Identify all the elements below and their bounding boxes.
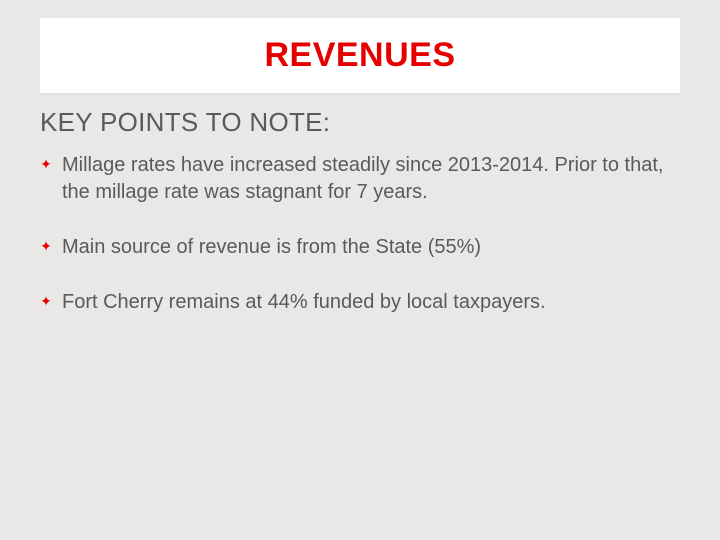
diamond-bullet-icon: ✦: [40, 295, 52, 307]
list-item: ✦ Main source of revenue is from the Sta…: [40, 234, 680, 261]
slide-title: REVENUES: [40, 36, 680, 75]
bullet-list: ✦ Millage rates have increased steadily …: [40, 152, 680, 316]
bullet-text: Fort Cherry remains at 44% funded by loc…: [62, 291, 546, 313]
bullet-text: Main source of revenue is from the State…: [62, 236, 481, 258]
list-item: ✦ Millage rates have increased steadily …: [40, 152, 680, 206]
title-card: REVENUES: [40, 18, 680, 93]
list-item: ✦ Fort Cherry remains at 44% funded by l…: [40, 289, 680, 316]
bullet-text: Millage rates have increased steadily si…: [62, 154, 663, 203]
diamond-bullet-icon: ✦: [40, 240, 52, 252]
subheading: KEY POINTS TO NOTE:: [40, 107, 680, 138]
diamond-bullet-icon: ✦: [40, 158, 52, 170]
content-area: KEY POINTS TO NOTE: ✦ Millage rates have…: [40, 107, 680, 316]
